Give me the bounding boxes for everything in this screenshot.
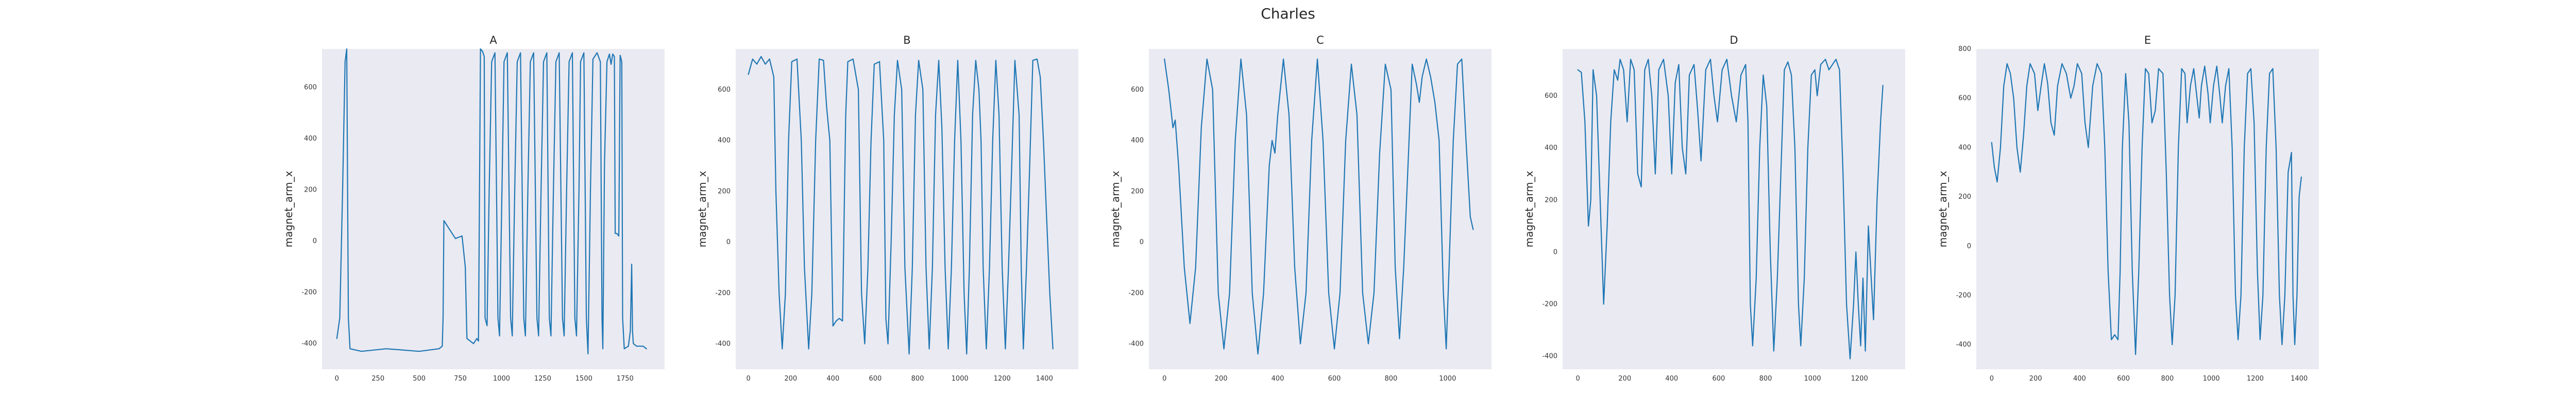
y-tick-label: 200 [718,187,731,195]
x-tick-label: 1000 [2203,375,2220,383]
x-tick-label: 200 [1618,375,1631,383]
x-tick-label: 400 [2073,375,2086,383]
y-tick-label: 600 [718,86,731,94]
y-axis-label-b: magnet_arm_x [696,170,708,247]
y-tick-label: -400 [1128,340,1144,348]
subplot-b: B 0 200 400 600 800 1000 1200 1400 -400 -200 0 200 40… [696,34,1078,383]
y-tick-label: -200 [301,289,317,297]
series-line-d [1577,59,1884,359]
y-tick-label: 600 [304,84,317,92]
y-tick-label: -200 [715,289,731,297]
subplot-e: E 0 200 400 600 800 1000 1200 1400 -400 -200 0 200 40… [1937,34,2319,383]
x-tick-label: 400 [1665,375,1678,383]
y-tick-label: 0 [1553,248,1557,256]
y-tick-label: -400 [301,340,317,348]
plot-area-a [322,49,665,369]
subplot-title-a: A [489,34,497,46]
y-tick-label: 400 [1131,137,1144,145]
subplot-title-c: C [1316,34,1324,46]
x-tick-label: 1200 [1851,375,1868,383]
x-tick-label: 600 [1328,375,1341,383]
x-tick-label: 1000 [1439,375,1456,383]
y-tick-label: -400 [1542,353,1557,360]
series-line-b [748,56,1054,355]
series-line-e [1991,63,2302,355]
y-tick-label: 400 [1545,144,1557,152]
x-tick-label: 1500 [575,375,592,383]
x-tick-label: 800 [2161,375,2174,383]
y-tick-label: -400 [715,340,731,348]
x-tick-label: 1000 [1804,375,1821,383]
series-line-c [1164,58,1474,355]
y-tick-label: 400 [1958,144,1971,151]
x-tick-label: 1400 [1036,375,1053,383]
y-tick-label: -200 [1956,291,1971,299]
y-tick-label: 400 [304,135,317,143]
y-tick-label: 200 [1545,196,1557,204]
subplot-title-d: D [1730,34,1738,46]
x-tick-label: 1750 [617,375,634,383]
subplot-grid: A 0 250 500 750 1000 1250 1500 1750 -400 -200 0 200 4… [282,34,2319,383]
x-tick-label: 600 [2117,375,2130,383]
x-tick-label: 600 [1712,375,1725,383]
y-tick-label: 0 [1967,243,1971,250]
subplot-c: C 0 200 400 600 800 1000 -400 -200 0 200 400 600 magn… [1109,34,1492,383]
y-tick-label: 600 [1131,86,1144,94]
x-tick-label: 1200 [994,375,1011,383]
y-tick-label: 400 [718,137,731,145]
plot-area-e [1976,49,2319,369]
x-tick-label: 1250 [534,375,551,383]
y-axis-label-e: magnet_arm_x [1937,170,1949,247]
x-tick-label: 0 [335,375,339,383]
x-tick-label: 1000 [493,375,510,383]
x-tick-label: 400 [1272,375,1284,383]
y-tick-label: 600 [1958,95,1971,102]
x-tick-label: 1200 [2247,375,2264,383]
y-tick-label: 200 [1131,187,1144,195]
plot-area-d [1563,49,1905,369]
x-tick-label: 400 [826,375,839,383]
y-tick-label: -200 [1128,289,1144,297]
y-axis-label-c: magnet_arm_x [1109,170,1122,247]
x-tick-label: 200 [1215,375,1228,383]
x-tick-label: 500 [413,375,426,383]
x-tick-label: 600 [869,375,882,383]
x-tick-label: 0 [746,375,750,383]
y-tick-label: -200 [1542,301,1557,308]
x-tick-label: 0 [1162,375,1166,383]
x-tick-label: 800 [1759,375,1772,383]
y-axis-label-a: magnet_arm_x [282,170,295,247]
subplot-a: A 0 250 500 750 1000 1250 1500 1750 -400 -200 0 200 4… [282,34,665,383]
y-tick-label: 800 [1958,45,1971,53]
x-tick-label: 800 [1384,375,1397,383]
x-tick-label: 800 [911,375,924,383]
series-line-a [336,48,647,355]
x-tick-label: 200 [2029,375,2042,383]
x-tick-label: 200 [784,375,797,383]
x-tick-label: 250 [371,375,384,383]
subplot-d: D 0 200 400 600 800 1000 1200 -400 -200 0 200 400 600… [1523,34,1905,383]
y-tick-label: 0 [1140,238,1144,246]
y-axis-label-d: magnet_arm_x [1523,170,1535,247]
x-tick-label: 1000 [952,375,969,383]
x-tick-label: 0 [1575,375,1580,383]
y-tick-label: 0 [726,238,731,246]
figure-title: Charles [1261,5,1315,22]
subplot-title-e: E [2144,34,2151,46]
subplot-title-b: B [903,34,910,46]
y-tick-label: 200 [304,186,317,194]
x-tick-label: 750 [454,375,467,383]
y-tick-label: 200 [1958,193,1971,201]
x-tick-label: 0 [1990,375,1994,383]
y-tick-label: 0 [313,237,317,245]
x-tick-label: 1400 [2291,375,2308,383]
y-tick-label: 600 [1545,92,1557,100]
y-tick-label: -400 [1956,341,1971,349]
